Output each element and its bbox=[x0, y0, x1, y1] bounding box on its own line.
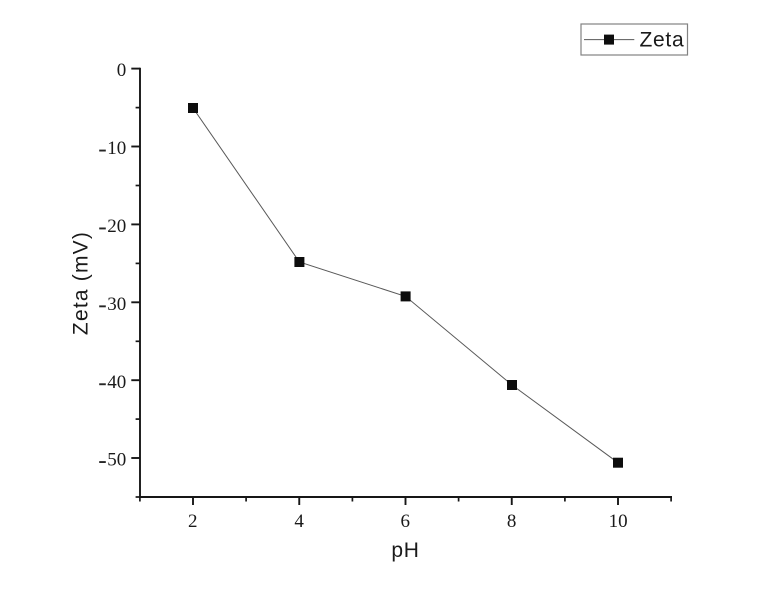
svg-text:Zeta (mV): Zeta (mV) bbox=[70, 231, 93, 335]
svg-text:pH: pH bbox=[391, 539, 419, 562]
svg-text:0: 0 bbox=[117, 60, 127, 81]
svg-text:10: 10 bbox=[609, 511, 628, 532]
svg-text:50: 50 bbox=[107, 450, 126, 471]
svg-text:10: 10 bbox=[107, 138, 126, 159]
svg-text:20: 20 bbox=[107, 216, 126, 237]
svg-text:Zeta: Zeta bbox=[640, 28, 685, 51]
svg-text:40: 40 bbox=[107, 372, 126, 393]
svg-text:4: 4 bbox=[294, 511, 304, 532]
svg-text:2: 2 bbox=[188, 511, 198, 532]
svg-text:30: 30 bbox=[107, 294, 126, 315]
svg-text:8: 8 bbox=[507, 511, 517, 532]
svg-text:6: 6 bbox=[401, 511, 411, 532]
